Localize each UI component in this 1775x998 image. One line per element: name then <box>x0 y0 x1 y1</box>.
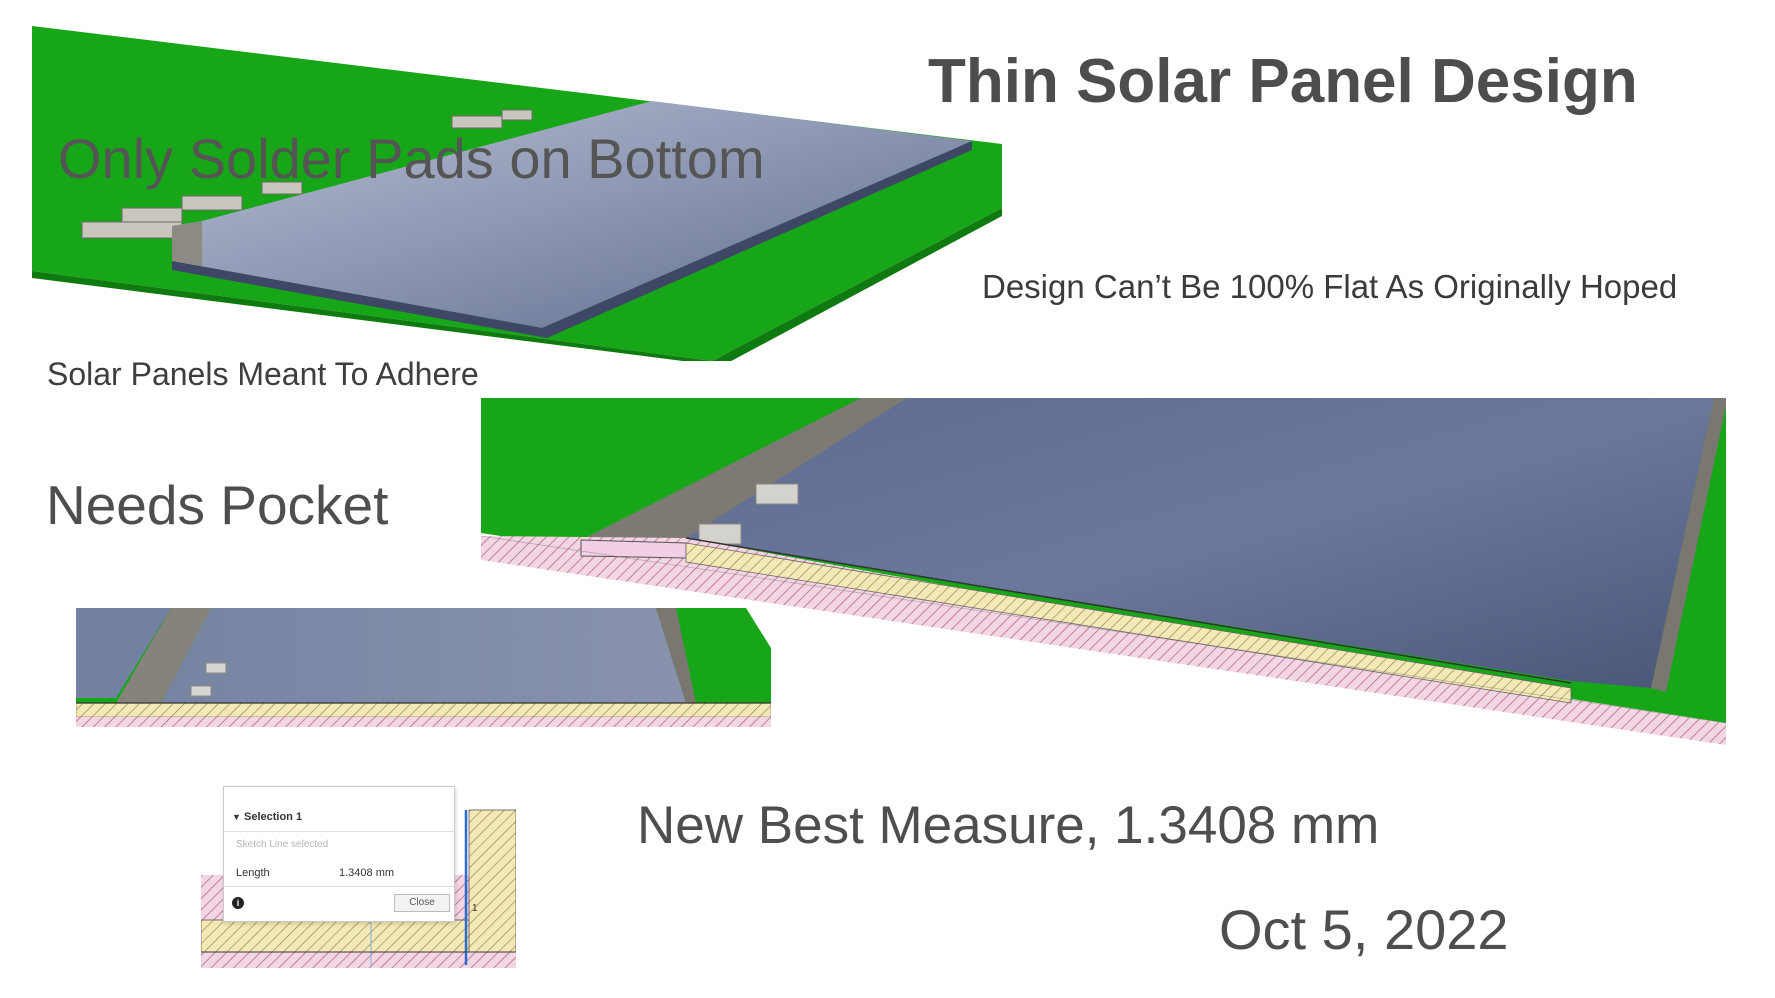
render-cross-section-small <box>76 608 771 733</box>
solder-pads-note: Only Solder Pads on Bottom <box>58 127 765 190</box>
measure-note: New Best Measure, 1.3408 mm <box>637 796 1380 855</box>
selection-status: Sketch Line selected <box>236 839 329 850</box>
render-top-perspective <box>32 26 1002 361</box>
subtitle-note: Design Can’t Be 100% Flat As Originally … <box>982 268 1678 305</box>
dialog-divider <box>224 831 454 832</box>
pocket-note: Needs Pocket <box>46 474 389 536</box>
selection-header[interactable]: ▼ Selection 1 <box>232 811 302 823</box>
slide-title: Thin Solar Panel Design <box>928 47 1638 116</box>
dimension-marker: 1 <box>472 903 478 914</box>
info-icon[interactable]: i <box>232 897 244 909</box>
dialog-divider <box>224 886 454 887</box>
adhere-note: Solar Panels Meant To Adhere <box>47 356 479 392</box>
length-label: Length <box>236 867 270 879</box>
chevron-down-icon[interactable]: ▼ <box>232 812 241 822</box>
slide-date: Oct 5, 2022 <box>1219 898 1509 961</box>
selection-title: Selection 1 <box>243 811 303 823</box>
close-button[interactable]: Close <box>394 894 450 912</box>
length-value: 1.3408 mm <box>339 867 395 879</box>
selection-dialog: ▼ Selection 1 Sketch Line selected Lengt… <box>223 786 455 922</box>
render-cross-section-large <box>481 398 1726 745</box>
